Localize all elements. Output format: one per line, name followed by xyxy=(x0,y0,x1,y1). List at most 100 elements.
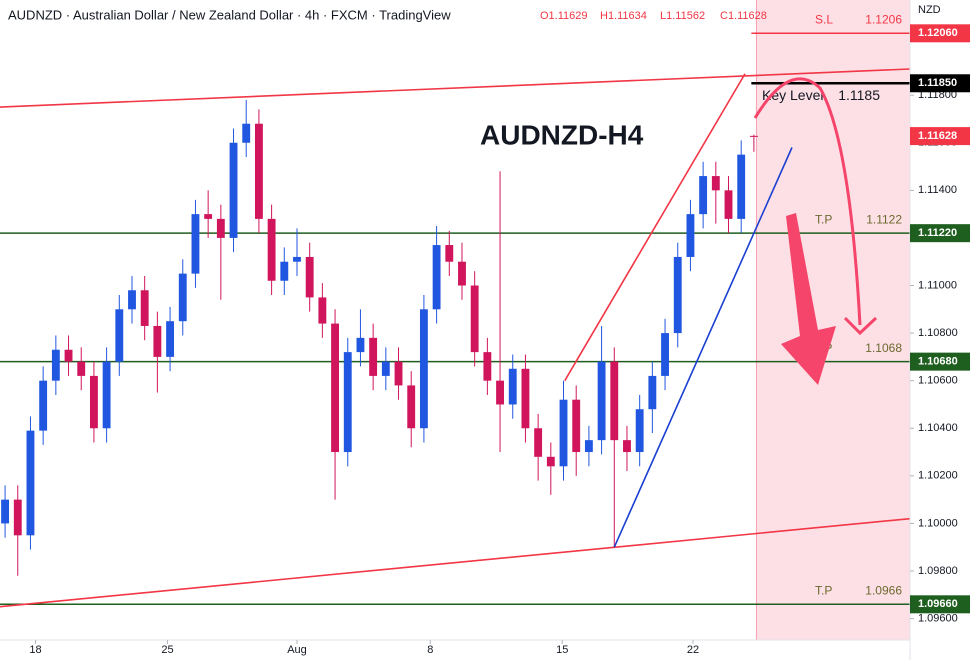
axis-label: 1.11220 xyxy=(918,227,957,239)
trendline xyxy=(0,68,911,108)
curved-arrow xyxy=(753,77,862,326)
x-tick-label: 8 xyxy=(427,644,433,656)
zone-layer xyxy=(755,0,910,640)
candle-body xyxy=(584,440,593,453)
candle-body xyxy=(293,256,301,262)
candle-body xyxy=(737,154,746,219)
candle-body xyxy=(39,380,48,431)
y-tick-label: 1.10400 xyxy=(918,422,958,434)
level-name: S.L xyxy=(815,12,833,26)
candle-body xyxy=(661,333,669,376)
trendline xyxy=(613,147,793,548)
y-tick-label: 1.10200 xyxy=(918,470,958,482)
level-value: 1.1122 xyxy=(866,212,902,226)
axis-label: 1.10680 xyxy=(918,356,958,368)
candle-body xyxy=(381,361,390,376)
x-tick-label: 25 xyxy=(161,644,173,656)
candle-body xyxy=(64,349,73,362)
header-ohlc: H1.11634 xyxy=(600,10,647,22)
candle-body xyxy=(521,368,530,429)
level-name: T.P xyxy=(815,212,832,226)
candle-body xyxy=(508,368,517,405)
trendline xyxy=(564,73,746,382)
candle-body xyxy=(166,321,175,357)
candle-body xyxy=(534,428,543,457)
y-tick-label: 1.09800 xyxy=(918,565,958,577)
candle-body xyxy=(178,273,187,322)
axis-label: 1.09660 xyxy=(918,598,958,610)
level-value: 1.0966 xyxy=(865,583,902,597)
axis-label-box xyxy=(910,595,970,614)
candle-body xyxy=(280,261,289,281)
candle-body xyxy=(254,123,263,219)
axis-label-box xyxy=(910,224,970,243)
candle-body xyxy=(1,499,10,524)
candle-body xyxy=(140,290,149,326)
candle-body xyxy=(648,375,657,410)
candle-body xyxy=(432,245,441,310)
candle-body xyxy=(445,245,454,262)
candle-body xyxy=(419,309,428,429)
candle-body xyxy=(407,385,416,429)
currency: NZD xyxy=(918,4,941,16)
level-value: 1.1068 xyxy=(865,341,902,355)
candle-body xyxy=(115,309,124,362)
chart-title: AUDNZD-H4 xyxy=(480,119,644,150)
candle-body xyxy=(673,256,682,334)
candle-body xyxy=(749,135,758,137)
candle-body xyxy=(711,176,720,191)
level-value: 1.1206 xyxy=(865,12,902,26)
y-tick-label: 1.10000 xyxy=(918,517,958,529)
y-tick-label: 1.10800 xyxy=(918,327,958,339)
candle-body xyxy=(623,440,631,453)
sell-zone xyxy=(756,0,910,640)
candle-body xyxy=(191,214,200,274)
candle-body xyxy=(356,337,365,353)
candle-body xyxy=(572,399,581,453)
header: AUDNZD · Australian Dollar / New Zealand… xyxy=(8,7,451,22)
candle-body xyxy=(699,176,708,215)
candle-body xyxy=(610,361,619,441)
candle-body xyxy=(77,361,86,376)
curved-arrow-head xyxy=(843,316,878,336)
down-arrow xyxy=(781,213,836,385)
candle-body xyxy=(229,142,238,238)
candle-body xyxy=(216,218,225,238)
x-tick-label: 18 xyxy=(29,644,41,656)
candle-body xyxy=(267,218,276,281)
y-tick-label: 1.11000 xyxy=(918,279,957,291)
candles-layer xyxy=(1,99,758,576)
trendline-layer xyxy=(0,68,911,608)
candle-body xyxy=(483,352,492,381)
candle-body xyxy=(546,456,555,467)
x-tick-label: 15 xyxy=(556,644,568,656)
y-tick-label: 1.11400 xyxy=(918,184,957,196)
candle-body xyxy=(559,399,568,467)
axis-label-box xyxy=(910,74,970,93)
candle-body xyxy=(13,499,22,536)
candle-body xyxy=(51,349,60,381)
axis-label-box xyxy=(910,24,970,43)
candle-body xyxy=(724,190,733,219)
last-price-label: 1.11628 xyxy=(918,130,957,142)
level-value: 1.1185 xyxy=(838,87,880,103)
candle-body xyxy=(686,214,695,257)
candle-body xyxy=(458,261,466,286)
candle-body xyxy=(331,323,339,453)
candle-body xyxy=(89,375,98,429)
candle-body xyxy=(128,290,136,310)
level-name: T.P xyxy=(815,583,832,597)
axis-label: 1.11850 xyxy=(918,77,957,89)
axis-layer: 1.09600 1.09800 1.10000 1.10200 1.10400 1.106… xyxy=(29,24,970,656)
axis-label-box xyxy=(910,352,970,371)
last-price-box xyxy=(910,127,970,146)
candle-body xyxy=(102,361,111,429)
candle-body xyxy=(470,285,479,353)
axis-label: 1.12060 xyxy=(918,27,958,39)
trendline xyxy=(0,517,911,608)
candle-body xyxy=(597,361,606,441)
candle-body xyxy=(496,380,504,405)
candle-body xyxy=(369,337,378,376)
candle-body xyxy=(394,361,403,386)
